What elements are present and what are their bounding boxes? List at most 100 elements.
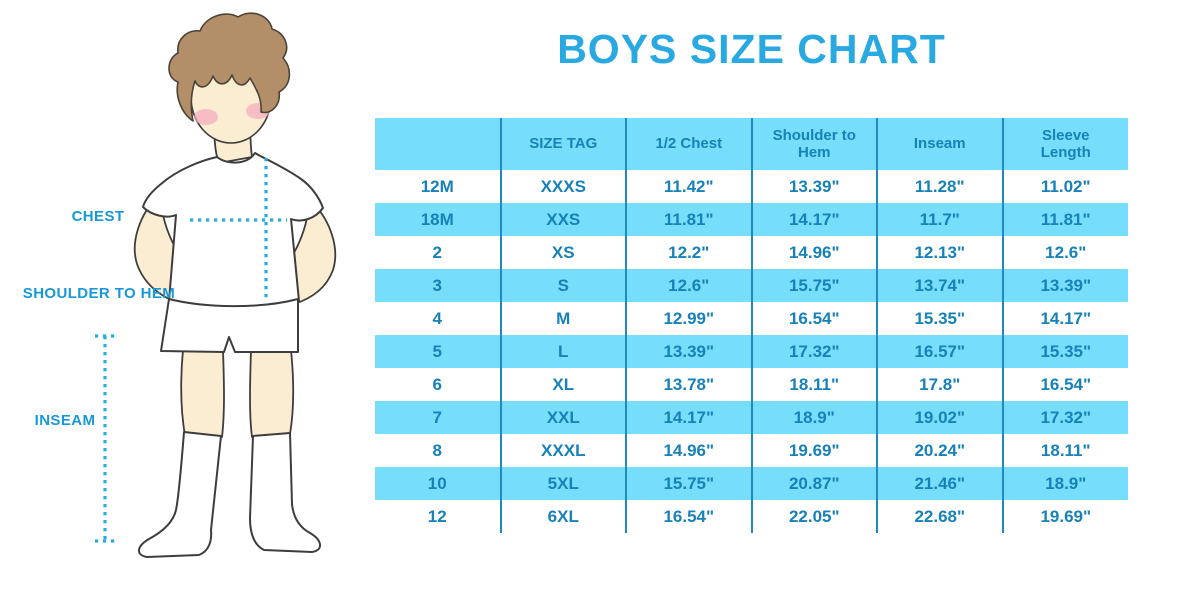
table-row: 8 XXXL 14.96" 19.69" 20.24" 18.11" xyxy=(375,434,1128,467)
measurement-cell: XXXL xyxy=(499,434,626,467)
measurement-cell: 22.68" xyxy=(876,500,1003,533)
inseam-label: INSEAM xyxy=(34,412,96,429)
table-row: 6 XL 13.78" 18.11" 17.8" 16.54" xyxy=(375,368,1128,401)
measurement-cell: 16.54" xyxy=(625,500,752,533)
page-title: BOYS SIZE CHART xyxy=(557,26,946,72)
chest-label: CHEST xyxy=(71,208,125,225)
row-size-label: 12 xyxy=(427,506,447,526)
measurement-cell: 12.6" xyxy=(625,269,752,302)
row-size-label: 2 xyxy=(432,242,442,262)
row-size-label: 10 xyxy=(427,473,447,493)
measurement-cell: 16.57" xyxy=(876,335,1003,368)
shorts xyxy=(160,298,299,353)
column-header-half-chest: 1/2 Chest xyxy=(625,118,752,170)
measurement-cell: 12.6" xyxy=(1001,236,1128,269)
measurement-cell: 15.35" xyxy=(876,302,1003,335)
table-row: 7 XXL 14.17" 18.9" 19.02" 17.32" xyxy=(375,401,1128,434)
measurement-cell: 12.13" xyxy=(876,236,1003,269)
measurement-cell: 19.69" xyxy=(750,434,877,467)
measurement-cell: XXL xyxy=(499,401,626,434)
measurement-cell: 14.17" xyxy=(1001,302,1128,335)
right-leg xyxy=(249,349,295,438)
table-row: 12 6XL 16.54" 22.05" 22.68" 19.69" xyxy=(375,500,1128,533)
left-arm xyxy=(133,195,181,303)
row-size-label: 4 xyxy=(432,308,442,328)
measurement-cell: 19.02" xyxy=(876,401,1003,434)
measurement-cell: 14.17" xyxy=(625,401,752,434)
measurement-cell: 20.24" xyxy=(876,434,1003,467)
measurement-dotted-lines xyxy=(95,158,287,543)
measurement-cell: 18.9" xyxy=(750,401,877,434)
column-header-shoulder-hem: Shoulder to Hem xyxy=(750,118,877,170)
measurement-cell: 17.32" xyxy=(1001,401,1128,434)
table-header-row: SIZE TAG 1/2 Chest Shoulder to Hem Insea… xyxy=(375,118,1128,170)
hair xyxy=(168,12,291,122)
measurement-cell: 22.05" xyxy=(750,500,877,533)
row-size-label: 5 xyxy=(432,341,442,361)
measurement-cell: 14.96" xyxy=(625,434,752,467)
measurement-cell: 5XL xyxy=(499,467,626,500)
measurement-cell: 11.81" xyxy=(1001,203,1128,236)
right-arm xyxy=(290,201,337,305)
measurement-cell: 18.11" xyxy=(1001,434,1128,467)
left-sock xyxy=(138,431,222,558)
measurement-cell: M xyxy=(499,302,626,335)
measurement-cell: 15.35" xyxy=(1001,335,1128,368)
measurement-cell: XS xyxy=(499,236,626,269)
measurement-cell: L xyxy=(499,335,626,368)
measurement-cell: 15.75" xyxy=(750,269,877,302)
measurement-cell: 17.8" xyxy=(876,368,1003,401)
row-size-label: 3 xyxy=(432,275,442,295)
row-size-label: 8 xyxy=(432,440,442,460)
measurement-cell: 11.42" xyxy=(625,170,752,203)
right-sock xyxy=(249,432,321,553)
measurement-cell: 11.28" xyxy=(876,170,1003,203)
measurement-cell: XXXS xyxy=(499,170,626,203)
measurement-cell: 14.96" xyxy=(750,236,877,269)
measurement-cell: 13.78" xyxy=(625,368,752,401)
table-row: 10 5XL 15.75" 20.87" 21.46" 18.9" xyxy=(375,467,1128,500)
measurement-cell: 13.39" xyxy=(625,335,752,368)
measurement-cell: 17.32" xyxy=(750,335,877,368)
table-row: 4 M 12.99" 16.54" 15.35" 14.17" xyxy=(375,302,1128,335)
shoulder-to-hem-label: SHOULDER TO HEM xyxy=(22,285,176,302)
boy-figure-drawing xyxy=(95,12,337,558)
table-row: 12M XXXS 11.42" 13.39" 11.28" 11.02" xyxy=(375,170,1128,203)
measurement-cell: 16.54" xyxy=(750,302,877,335)
table-header: SIZE TAG 1/2 Chest Shoulder to Hem Insea… xyxy=(375,118,1128,170)
measurement-cell: 16.54" xyxy=(1001,368,1128,401)
table-row: 2 XS 12.2" 14.96" 12.13" 12.6" xyxy=(375,236,1128,269)
column-header-inseam: Inseam xyxy=(876,118,1003,170)
measurement-cell: 20.87" xyxy=(750,467,877,500)
table-row: 3 S 12.6" 15.75" 13.74" 13.39" xyxy=(375,269,1128,302)
measurement-cell: 13.74" xyxy=(876,269,1003,302)
row-size-label: 6 xyxy=(432,374,442,394)
measurement-cell: 11.7" xyxy=(876,203,1003,236)
column-header-sleeve-length: Sleeve Length xyxy=(1001,118,1128,170)
table-row: 18M XXS 11.81" 14.17" 11.7" 11.81" xyxy=(375,203,1128,236)
row-size-label: 7 xyxy=(432,407,442,427)
measurement-cell: 11.02" xyxy=(1001,170,1128,203)
left-blush xyxy=(194,109,218,125)
measurement-cell: XL xyxy=(499,368,626,401)
measurement-cell: 13.39" xyxy=(1001,269,1128,302)
left-leg xyxy=(180,349,225,438)
measurement-cell: 6XL xyxy=(499,500,626,533)
table-row: 5 L 13.39" 17.32" 16.57" 15.35" xyxy=(375,335,1128,368)
measurement-cell: 18.11" xyxy=(750,368,877,401)
measurement-cell: 19.69" xyxy=(1001,500,1128,533)
measurement-cell: 11.81" xyxy=(625,203,752,236)
row-size-label: 18M xyxy=(420,209,454,229)
measurement-cell: XXS xyxy=(499,203,626,236)
measurement-cell: 15.75" xyxy=(625,467,752,500)
measurement-cell: 13.39" xyxy=(750,170,877,203)
size-table-body: 12M XXXS 11.42" 13.39" 11.28" 11.02" 18M XXS 11.… xyxy=(375,170,1128,533)
size-chart-table: SIZE TAG 1/2 Chest Shoulder to Hem Insea… xyxy=(375,118,1128,533)
row-size-label: 12M xyxy=(420,176,454,196)
measurement-cell: 12.99" xyxy=(625,302,752,335)
column-header-size-tag: SIZE TAG xyxy=(499,118,626,170)
measurement-cell: S xyxy=(499,269,626,302)
measurement-cell: 18.9" xyxy=(1001,467,1128,500)
boy-illustration: CHEST SHOULDER TO HEM INSEAM xyxy=(0,0,375,600)
